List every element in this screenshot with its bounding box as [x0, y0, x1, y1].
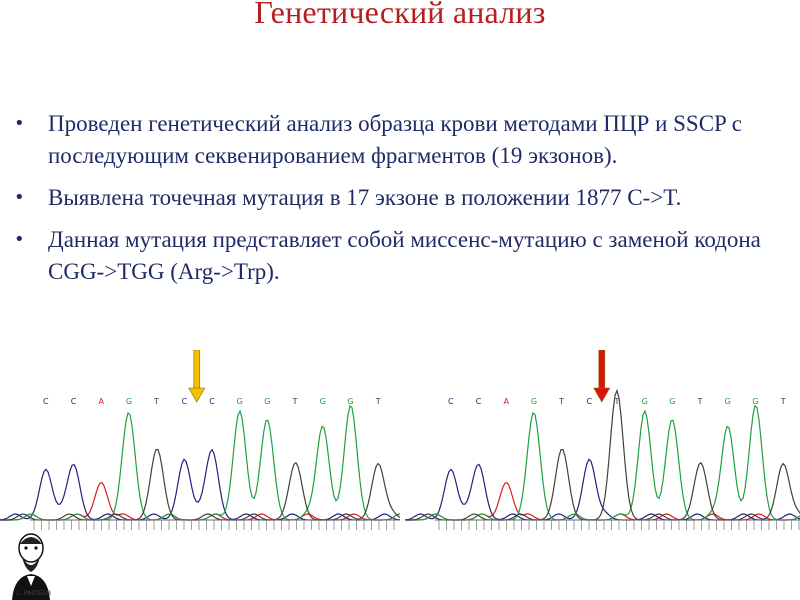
base-call-label: A — [98, 397, 104, 406]
bullet-text: Данная мутация представляет собой миссен… — [48, 227, 761, 284]
bullet-icon: • — [14, 113, 25, 134]
base-call-label: C — [587, 397, 593, 406]
base-call-label: G — [264, 397, 270, 406]
base-call-label: G — [126, 397, 132, 406]
base-call-label: A — [503, 397, 509, 406]
mutation-arrow-icon — [593, 387, 611, 403]
base-call-label: T — [780, 397, 786, 406]
bullet-item: • Проведен генетический анализ образца к… — [14, 108, 794, 172]
trace-g-line — [0, 404, 400, 521]
base-call-label: G — [752, 397, 758, 406]
slide-title: Генетический анализ — [254, 0, 546, 30]
bullet-text: Выявлена точечная мутация в 17 экзоне в … — [48, 185, 682, 210]
pasteur-portrait-icon — [12, 533, 50, 600]
bullet-list: • Проведен генетический анализ образца к… — [14, 108, 794, 298]
mutation-arrow-shaft — [598, 350, 606, 389]
base-call-label: G — [320, 397, 326, 406]
base-call-label: T — [153, 397, 159, 406]
base-call-label: T — [375, 397, 381, 406]
bullet-text: Проведен генетический анализ образца кро… — [48, 111, 742, 168]
trace-g-line — [405, 404, 800, 521]
bullet-icon: • — [14, 229, 25, 250]
mutation-arrow-icon — [188, 387, 206, 403]
base-call-label: T — [697, 397, 703, 406]
bullet-icon: • — [14, 187, 25, 208]
base-call-label: T — [292, 397, 298, 406]
mutation-arrow-shaft — [193, 350, 201, 389]
base-call-label: T — [614, 397, 620, 406]
base-call-label: G — [642, 397, 648, 406]
base-call-label: C — [448, 397, 454, 406]
trace-c-line — [0, 448, 400, 521]
base-call-label: C — [476, 397, 482, 406]
base-call-label: G — [237, 397, 243, 406]
bullet-item: • Выявлена точечная мутация в 17 экзоне … — [14, 182, 794, 214]
base-call-label: C — [209, 397, 215, 406]
trace-c-line — [405, 458, 800, 521]
portrait-caption: L. PASTEUR — [16, 590, 52, 597]
base-call-label: C — [71, 397, 77, 406]
base-call-label: T — [558, 397, 564, 406]
base-call-label: C — [182, 397, 188, 406]
base-call-label: G — [531, 397, 537, 406]
base-call-label: G — [347, 397, 353, 406]
base-call-label: C — [43, 397, 49, 406]
bullet-item: • Данная мутация представляет собой мисс… — [14, 224, 794, 288]
base-call-label: G — [669, 397, 675, 406]
base-call-label: G — [725, 397, 731, 406]
